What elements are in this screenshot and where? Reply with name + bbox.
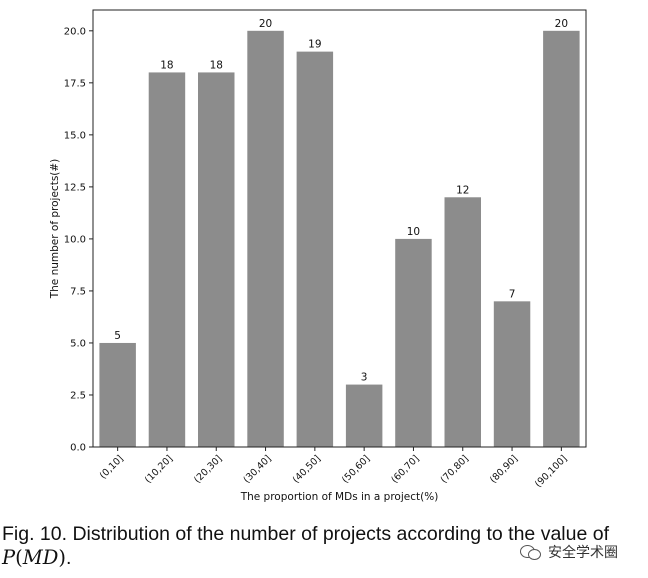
x-tick-label: (10,20]: [143, 453, 175, 485]
bar-value-label: 18: [210, 59, 223, 71]
bar-value-label: 10: [407, 226, 420, 238]
caption-end: .: [65, 547, 72, 569]
y-tick-label: 2.5: [70, 390, 86, 401]
bar-value-label: 3: [361, 372, 368, 384]
watermark-text: 安全学术圈: [548, 545, 618, 561]
x-tick-label: (0,10]: [98, 453, 126, 481]
bars-group: [99, 30, 580, 448]
math-open: (: [15, 546, 23, 569]
bar-value-label: 18: [160, 59, 173, 71]
x-tick-label: (90,100]: [533, 453, 570, 490]
y-tick-label: 10.0: [64, 234, 86, 245]
bar-chart: 5 18 18 20 19 3 10 12 7 20 0.0 2.5 5.0 7.5 10.0 12.5 15…: [49, 9, 587, 503]
bar: [543, 30, 580, 448]
bar-value-label: 20: [259, 18, 272, 30]
bar-value-label: 19: [308, 39, 321, 51]
figure-caption: Fig. 10. Distribution of the number of p…: [2, 522, 648, 570]
bar: [296, 51, 334, 447]
x-tick-label: (40,50]: [291, 453, 323, 485]
x-tick-label: (50,60]: [340, 453, 372, 485]
bar-value-label: 5: [114, 330, 121, 342]
x-tick-label: (70,80]: [439, 453, 471, 485]
math-arg: MD: [22, 546, 59, 569]
math-letter: P: [2, 546, 16, 569]
math-close: ): [58, 546, 66, 569]
y-axis-label: The number of projects(#): [49, 159, 61, 300]
y-axis-ticks: 0.0 2.5 5.0 7.5 10.0 12.5 15.0 17.5 20.0: [64, 26, 93, 454]
bar-data-labels: 5 18 18 20 19 3 10 12 7 20: [114, 18, 568, 384]
x-tick-label: (20,30]: [192, 453, 224, 485]
caption-math: P(MD): [2, 546, 66, 569]
bar: [395, 238, 432, 447]
caption-text: Fig. 10. Distribution of the number of p…: [2, 523, 609, 545]
x-tick-label: (30,40]: [241, 453, 273, 485]
plot-frame: [92, 9, 587, 448]
y-tick-label: 17.5: [64, 78, 86, 89]
bar: [99, 342, 136, 447]
x-axis-ticks: (0,10] (10,20] (20,30] (30,40] (40,50] (50,60…: [98, 447, 570, 490]
bar-value-label: 12: [456, 184, 469, 196]
y-tick-label: 5.0: [70, 338, 86, 349]
bar: [148, 72, 186, 447]
y-tick-label: 12.5: [64, 182, 86, 193]
y-tick-label: 0.0: [70, 443, 86, 454]
bar: [345, 384, 383, 447]
bar: [493, 301, 531, 447]
bar: [198, 72, 235, 447]
x-tick-label: (60,70]: [389, 453, 421, 485]
x-axis-label: The proportion of MDs in a project(%): [240, 491, 439, 503]
watermark: 安全学术圈: [520, 540, 618, 564]
bar-value-label: 7: [509, 288, 516, 300]
y-tick-label: 15.0: [64, 130, 86, 141]
x-tick-label: (80,90]: [488, 453, 520, 485]
bar-value-label: 20: [555, 18, 568, 30]
y-tick-label: 7.5: [70, 286, 86, 297]
bar: [247, 30, 284, 448]
y-tick-label: 20.0: [64, 26, 86, 37]
bar: [444, 197, 481, 447]
wechat-icon: [520, 543, 542, 561]
